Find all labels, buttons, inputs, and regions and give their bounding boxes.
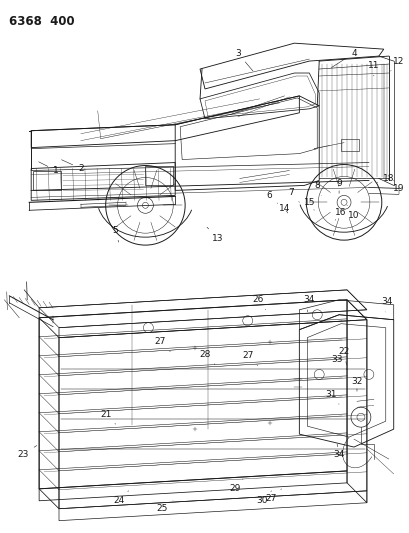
Text: 27: 27	[265, 489, 281, 503]
Text: 27: 27	[241, 351, 257, 366]
Text: 14: 14	[278, 204, 290, 213]
Text: 7: 7	[288, 188, 299, 203]
Text: 31: 31	[325, 390, 338, 404]
Text: 1: 1	[38, 162, 59, 175]
Text: 6: 6	[266, 191, 277, 204]
Text: 22: 22	[337, 347, 349, 365]
Text: 5: 5	[112, 225, 118, 242]
Text: 9: 9	[335, 179, 341, 193]
Text: 30: 30	[255, 491, 271, 505]
Text: 25: 25	[156, 500, 173, 513]
Text: 23: 23	[18, 446, 37, 458]
Text: 2: 2	[61, 160, 83, 173]
Text: 15: 15	[303, 198, 314, 211]
Text: 34: 34	[303, 295, 314, 312]
Text: 12: 12	[390, 56, 403, 71]
Text: 4: 4	[331, 49, 356, 68]
Text: 3: 3	[234, 49, 252, 71]
Text: 10: 10	[346, 205, 359, 220]
Text: 11: 11	[367, 61, 379, 76]
Text: 16: 16	[334, 208, 346, 220]
Text: 29: 29	[229, 479, 243, 494]
Text: 28: 28	[199, 350, 214, 365]
Text: 26: 26	[252, 295, 265, 310]
Text: 19: 19	[392, 181, 403, 193]
Text: 18: 18	[376, 174, 393, 183]
Text: 32: 32	[351, 377, 362, 391]
Text: 33: 33	[330, 355, 346, 369]
Bar	[33, 171, 61, 190]
Text: 27: 27	[154, 337, 170, 352]
Text: 13: 13	[207, 227, 223, 243]
Text: 21: 21	[100, 410, 115, 424]
Text: 8: 8	[314, 181, 320, 196]
Bar	[340, 139, 358, 151]
Text: 24: 24	[113, 491, 128, 505]
Text: 34: 34	[333, 444, 344, 458]
Text: 6368  400: 6368 400	[9, 15, 75, 28]
Text: 34: 34	[380, 297, 391, 312]
Bar	[145, 166, 173, 185]
